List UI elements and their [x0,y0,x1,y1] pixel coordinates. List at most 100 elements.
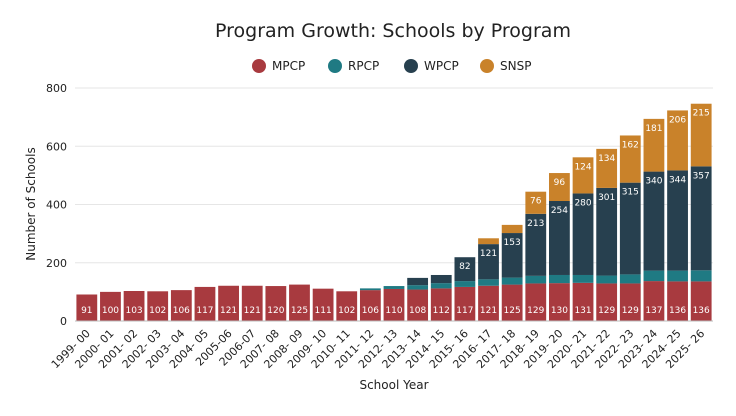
bar-rpcp [690,270,712,282]
data-label: 125 [291,306,308,316]
bar-mpcp [336,291,358,321]
data-label: 125 [504,306,521,316]
data-label: 344 [669,175,686,185]
data-label: 280 [574,198,591,208]
data-label: 340 [645,177,662,187]
data-label: 254 [551,206,568,216]
x-axis-label: School Year [359,378,428,392]
y-axis-ticks: 0 200 400 600 800 [46,82,67,328]
bar-snsp [643,118,665,172]
bar-rpcp [549,274,570,284]
bar-mpcp [690,281,712,321]
legend-swatch-snsp [480,59,494,73]
bar-rpcp [619,274,641,284]
legend-label: SNSP [500,59,531,73]
legend-label: RPCP [348,59,379,73]
bar-mpcp [667,281,688,321]
bar-mpcp [265,286,287,321]
data-label: 181 [645,124,662,134]
data-label: 102 [149,306,166,316]
bar-wpcp [525,213,547,276]
bar-wpcp [690,166,712,271]
bar-rpcp [359,288,381,291]
legend-swatch-rpcp [328,59,342,73]
bar-mpcp [430,288,452,321]
bar-wpcp [454,257,476,282]
y-tick-label: 0 [60,315,67,328]
data-label: 106 [362,306,379,316]
bar-mpcp [596,283,618,321]
bar-wpcp [430,274,452,284]
bar-snsp [478,238,499,245]
bar-snsp [596,148,618,188]
chart-title: Program Growth: Schools by Program [215,20,571,42]
bar-rpcp [667,270,688,282]
bar-mpcp [123,291,145,321]
bar-mpcp [383,288,405,321]
data-label: 213 [527,219,544,229]
bar-mpcp [289,284,310,321]
data-label: 129 [598,306,615,316]
bar-wpcp [643,171,665,271]
bar-wpcp [667,170,688,271]
bar-mpcp [76,294,98,321]
data-label: 120 [267,306,284,316]
bar-snsp [619,135,641,183]
legend: MPCP RPCP WPCP SNSP [252,59,531,73]
data-label: 112 [433,306,450,316]
data-label: 162 [622,140,639,150]
bar-mpcp [619,283,641,321]
bar-rpcp [430,283,452,289]
data-label: 111 [315,306,332,316]
bar-rpcp [525,275,547,284]
bar-mpcp [194,286,216,321]
data-label: 153 [504,238,521,248]
legend-label: MPCP [272,59,305,73]
bar-wpcp [596,187,618,276]
bar-wpcp [407,277,429,286]
bar-rpcp [383,286,405,289]
data-label: 76 [530,197,542,207]
bar-wpcp [572,193,594,275]
data-label: 121 [220,306,237,316]
bars: 91 100 103 102 106 117 121 121 120 125 111 102 106 11… [76,103,712,321]
data-label: 301 [598,193,615,203]
gridlines [75,87,713,264]
data-label: 96 [554,178,566,188]
data-label: 82 [459,262,470,272]
data-label: 129 [527,306,544,316]
bar-mpcp [100,291,121,321]
bar-snsp [690,103,712,167]
bar-mpcp [312,288,334,321]
bar-wpcp [501,233,523,278]
data-label: 100 [102,306,119,316]
bar-rpcp [407,285,429,290]
bar-snsp [549,173,570,202]
data-label: 117 [196,306,213,316]
data-label: 121 [480,306,497,316]
data-label: 108 [409,306,426,316]
data-label: 110 [385,306,402,316]
bar-rpcp [596,275,618,284]
data-label: 121 [480,249,497,259]
bar-mpcp [218,285,239,321]
data-label: 129 [622,306,639,316]
data-label: 206 [669,115,686,125]
bar-snsp [525,191,547,214]
y-tick-label: 800 [46,82,67,95]
y-tick-label: 400 [46,199,67,212]
data-label: 136 [693,306,710,316]
bar-mpcp [407,289,429,321]
bar-mpcp [241,285,263,321]
data-label: 134 [598,154,615,164]
data-label: 315 [622,188,639,198]
bar-wpcp [549,201,570,275]
data-label: 136 [669,306,686,316]
bar-wpcp [619,182,641,275]
data-label: 91 [81,306,92,316]
legend-label: WPCP [424,59,459,73]
bar-mpcp [147,291,169,321]
bar-rpcp [454,281,476,287]
data-label: 131 [574,306,591,316]
